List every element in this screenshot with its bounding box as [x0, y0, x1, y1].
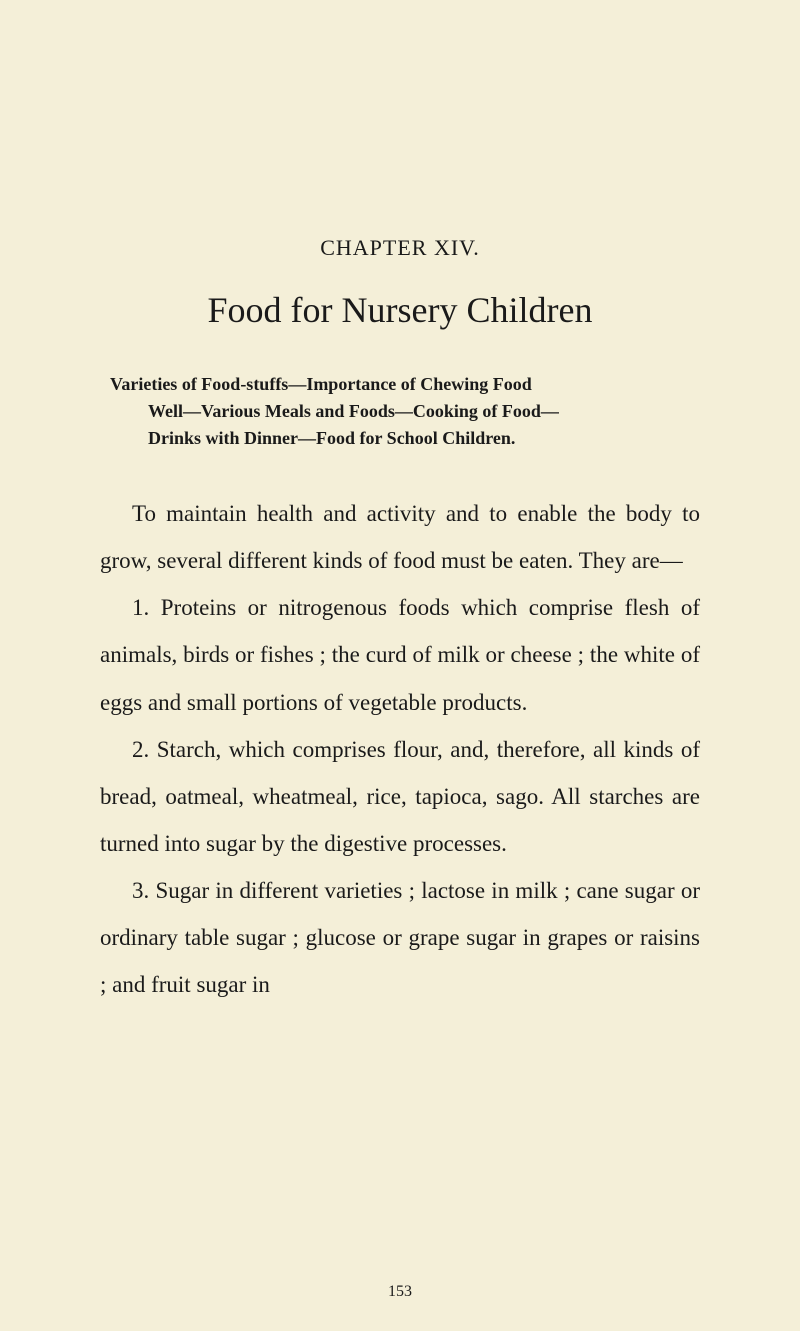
chapter-summary: Varieties of Food-stuffs—Importance of C…	[100, 371, 700, 452]
chapter-label: CHAPTER XIV.	[100, 235, 700, 261]
paragraph-item-3: 3. Sugar in different varieties ; lactos…	[100, 867, 700, 1008]
body-text: To maintain health and activity and to e…	[100, 490, 700, 1009]
summary-line-3: Drinks with Dinner—Food for School Child…	[110, 425, 690, 452]
page-number: 153	[0, 1283, 800, 1301]
paragraph-item-2: 2. Starch, which comprises flour, and, t…	[100, 726, 700, 867]
chapter-title: Food for Nursery Children	[100, 289, 700, 331]
paragraph-intro: To maintain health and activity and to e…	[100, 490, 700, 584]
summary-line-1: Varieties of Food-stuffs—Importance of C…	[110, 371, 690, 398]
paragraph-item-1: 1. Proteins or nitrogenous foods which c…	[100, 584, 700, 725]
summary-line-2: Well—Various Meals and Foods—Cooking of …	[110, 398, 690, 425]
